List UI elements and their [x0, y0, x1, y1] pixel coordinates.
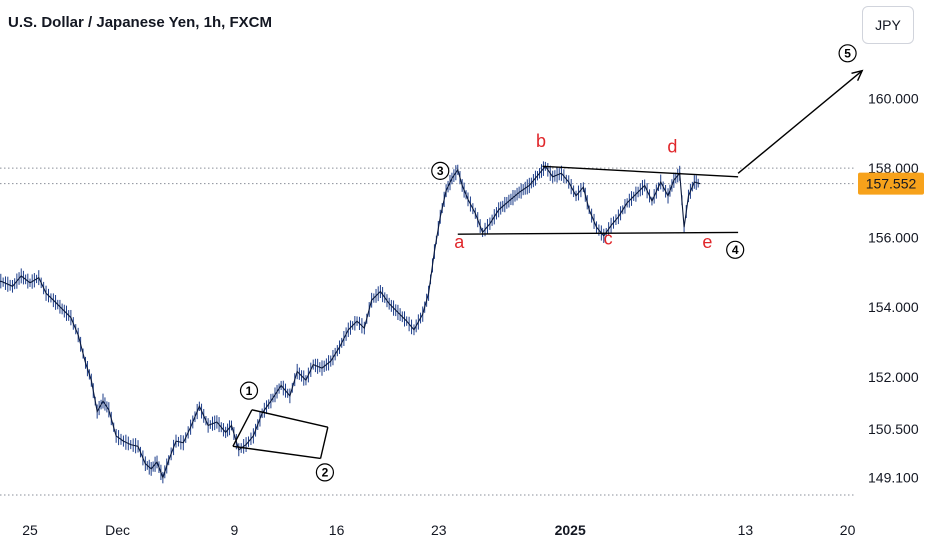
forecast-arrow-line — [737, 70, 863, 174]
chart-title: U.S. Dollar / Japanese Yen, 1h, FXCM — [8, 14, 272, 31]
time-tick-label: 16 — [329, 522, 345, 538]
dotted-levels — [0, 167, 856, 496]
wave-number-1: 1 — [246, 384, 253, 398]
price-tick-label: 152.000 — [868, 369, 919, 385]
wave-number-3: 3 — [437, 164, 444, 178]
wave-annotations: a b c d e 1 2 3 4 5 — [239, 44, 857, 482]
trendline — [457, 231, 739, 235]
time-axis[interactable]: 25 Dec 9 16 23 2025 13 20 — [22, 522, 855, 538]
wave-letter-e: e — [702, 232, 712, 252]
wave-number-circle — [726, 240, 745, 259]
forecast-arrow-head — [851, 69, 864, 81]
wave-letter-b: b — [536, 131, 546, 151]
last-price-badge-text: 157.552 — [866, 176, 917, 192]
time-tick-label: 13 — [738, 522, 754, 538]
wave-number-circle — [315, 463, 335, 482]
price-tick-label: 150.500 — [868, 421, 919, 437]
last-price-badge: 157.552 — [858, 172, 924, 195]
currency-button[interactable]: JPY — [862, 6, 914, 44]
price-axis[interactable]: 160.000 158.000 156.000 154.000 152.000 150.5… — [868, 91, 919, 486]
wave-letter-d: d — [667, 136, 677, 156]
trendline — [319, 427, 329, 459]
wave-letter-a: a — [454, 232, 465, 252]
trendline — [232, 409, 253, 447]
time-tick-label: 2025 — [555, 522, 586, 538]
time-tick-label: Dec — [105, 522, 130, 538]
trendline — [251, 409, 328, 428]
price-tick-label: 149.100 — [868, 470, 919, 486]
wave-number-4: 4 — [732, 243, 739, 257]
wave-number-circle — [838, 44, 857, 63]
wave-number-5: 5 — [844, 47, 851, 61]
price-series — [0, 161, 701, 484]
wave-number-circle — [431, 161, 450, 180]
price-tick-label: 154.000 — [868, 299, 919, 315]
time-tick-label: 9 — [231, 522, 239, 538]
price-tick-label: 158.000 — [868, 160, 919, 176]
price-tick-label: 160.000 — [868, 91, 919, 107]
wave-number-circle — [239, 381, 259, 400]
price-tick-label: 156.000 — [868, 230, 919, 246]
wave-number-2: 2 — [322, 466, 329, 480]
time-tick-label: 20 — [840, 522, 856, 538]
trendline — [542, 165, 739, 178]
time-tick-label: 23 — [431, 522, 447, 538]
trendline — [232, 445, 321, 460]
price-line — [0, 165, 701, 480]
wave-letter-c: c — [604, 229, 613, 249]
trendlines — [232, 69, 864, 460]
last-price-badge-bg — [858, 172, 924, 195]
time-tick-label: 25 — [22, 522, 38, 538]
